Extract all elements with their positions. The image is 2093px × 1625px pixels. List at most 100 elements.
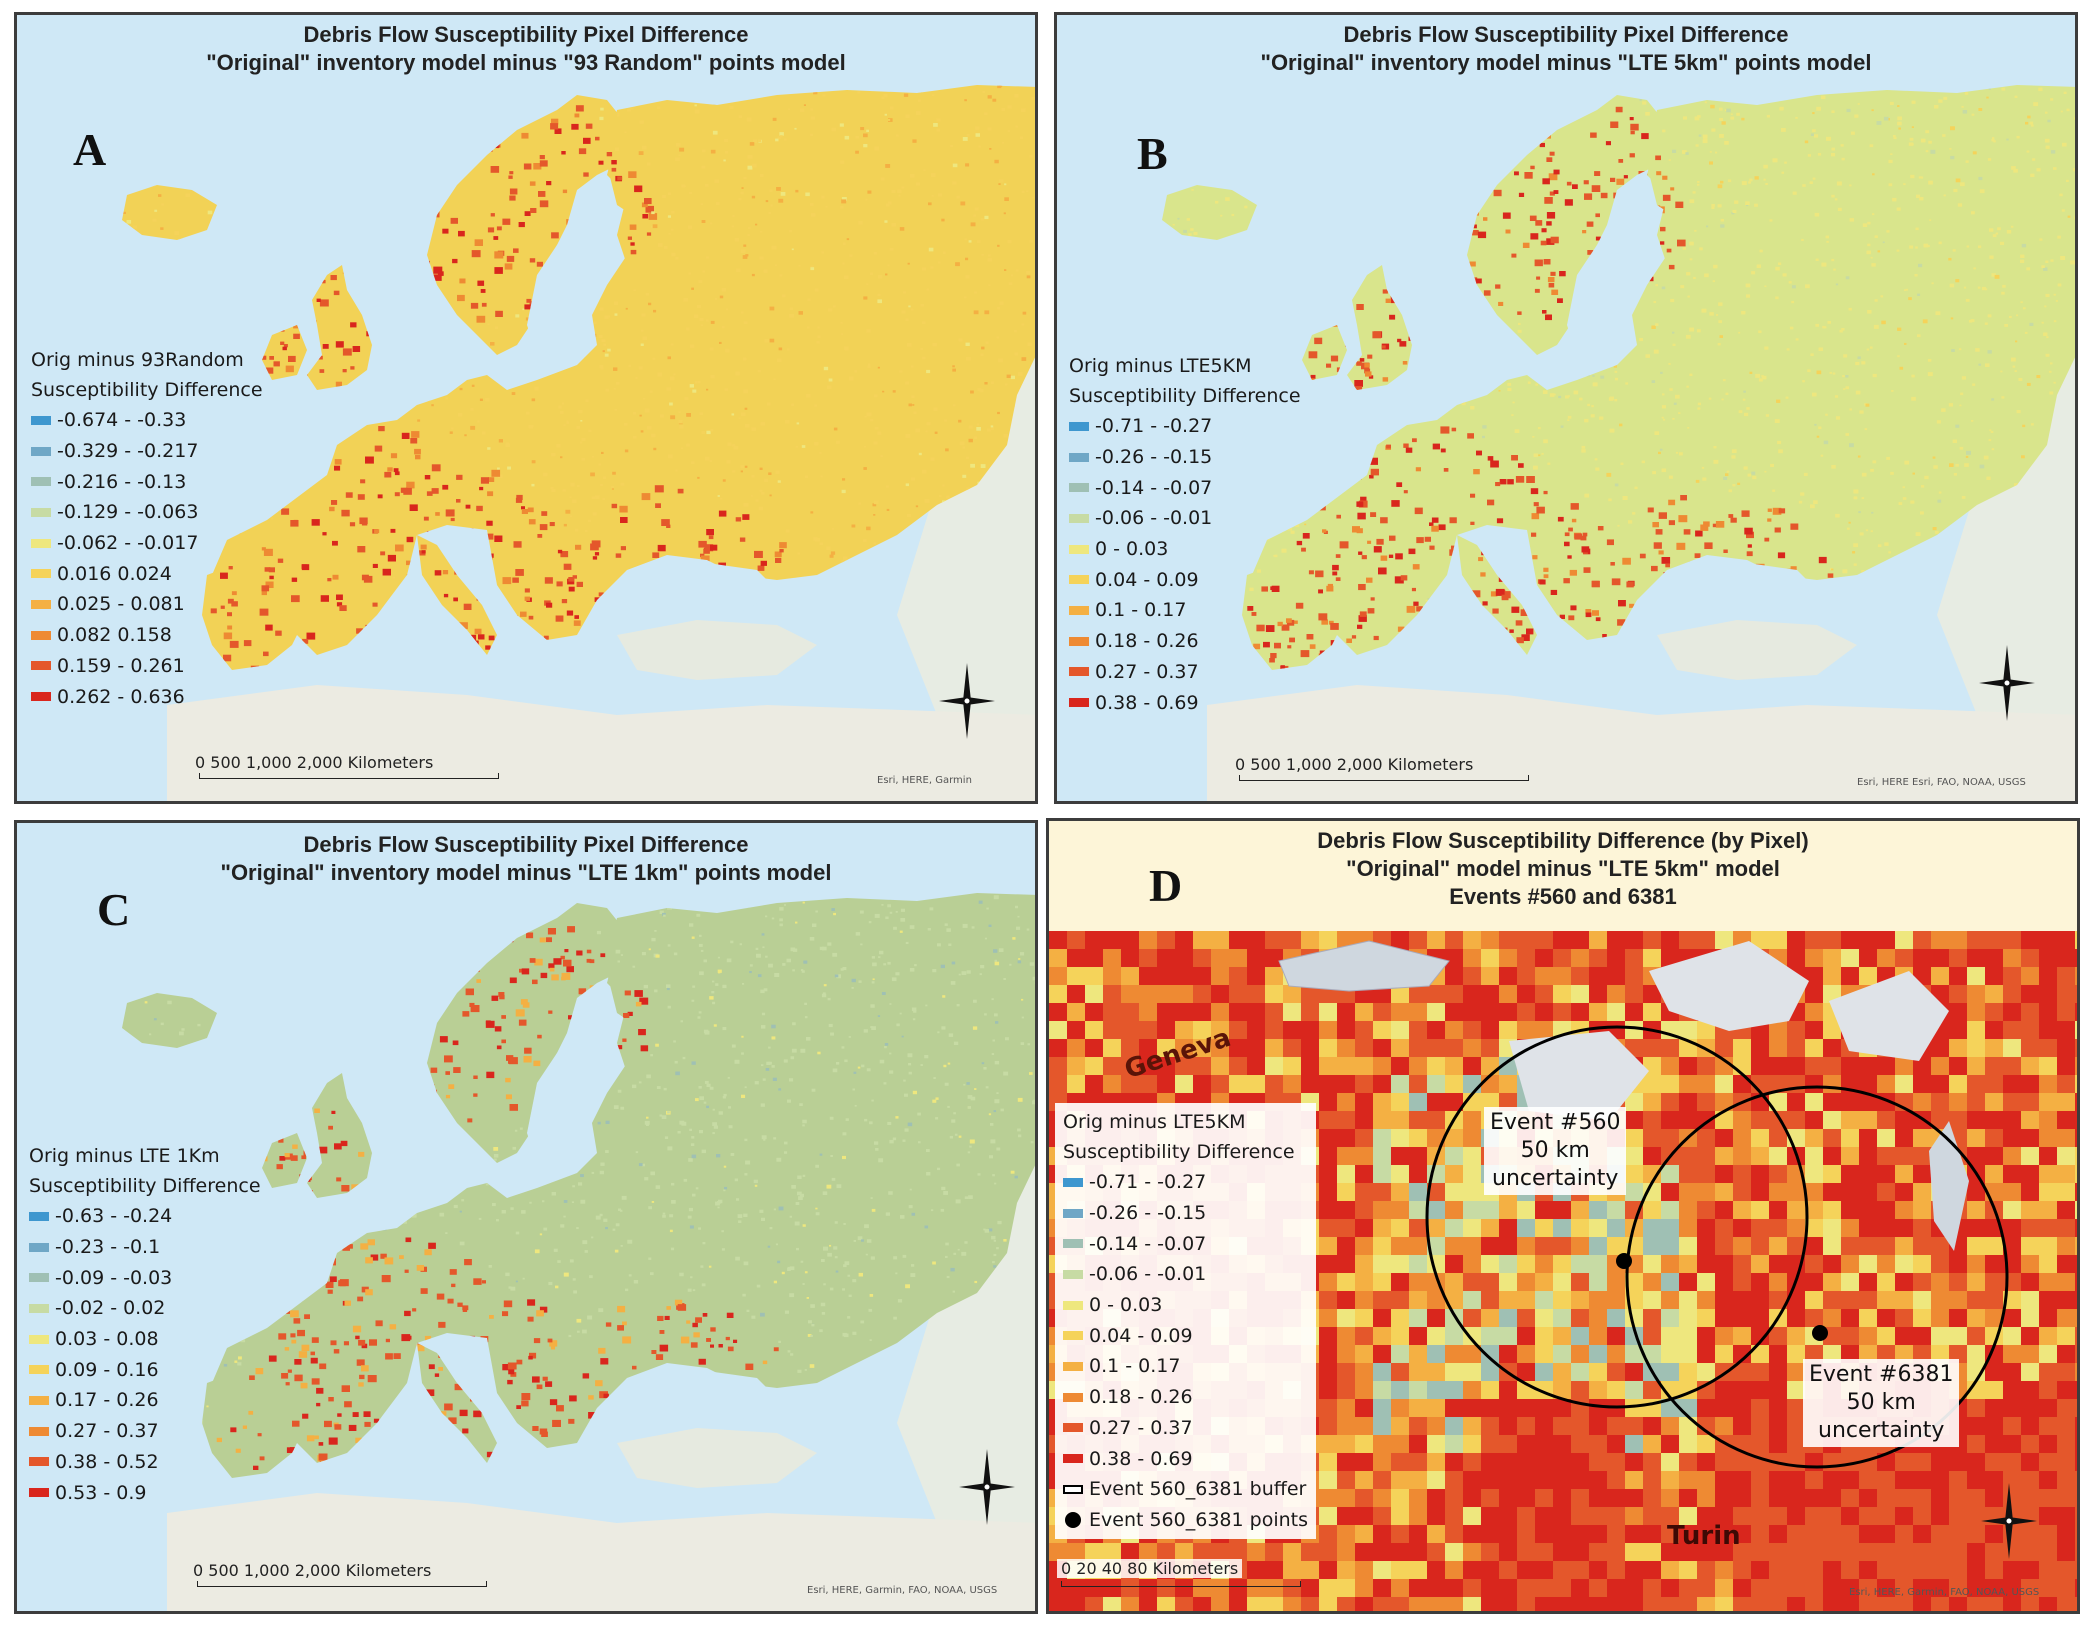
susceptibility-pixel bbox=[580, 441, 583, 444]
susceptibility-pixel bbox=[1659, 448, 1663, 451]
susceptibility-pixel bbox=[335, 381, 342, 387]
susceptibility-pixel bbox=[443, 593, 449, 598]
susceptibility-pixel bbox=[1606, 472, 1612, 477]
susceptibility-pixel bbox=[604, 353, 609, 357]
susceptibility-pixel bbox=[1492, 608, 1499, 614]
susceptibility-pixel bbox=[1582, 230, 1587, 234]
susceptibility-pixel bbox=[1911, 100, 1916, 104]
susceptibility-pixel bbox=[1487, 456, 1494, 461]
susceptibility-pixel bbox=[1949, 463, 1954, 467]
susceptibility-pixel bbox=[2048, 370, 2052, 373]
susceptibility-pixel bbox=[1685, 334, 1691, 339]
susceptibility-pixel bbox=[786, 348, 790, 351]
susceptibility-pixel bbox=[863, 144, 868, 148]
susceptibility-pixel bbox=[420, 544, 427, 550]
susceptibility-pixel bbox=[721, 326, 725, 329]
susceptibility-pixel bbox=[1518, 322, 1521, 325]
susceptibility-pixel bbox=[1871, 109, 1874, 112]
susceptibility-pixel bbox=[920, 303, 924, 307]
susceptibility-pixel bbox=[1364, 363, 1370, 368]
susceptibility-pixel bbox=[280, 341, 285, 345]
susceptibility-pixel bbox=[574, 113, 580, 118]
susceptibility-pixel bbox=[814, 288, 819, 292]
susceptibility-pixel bbox=[611, 503, 618, 509]
susceptibility-pixel bbox=[1815, 323, 1819, 327]
susceptibility-pixel bbox=[855, 150, 859, 154]
susceptibility-pixel bbox=[281, 508, 290, 515]
susceptibility-pixel bbox=[1501, 591, 1511, 599]
susceptibility-pixel bbox=[1602, 634, 1607, 638]
susceptibility-pixel bbox=[474, 239, 483, 246]
susceptibility-pixel bbox=[1673, 402, 1677, 405]
susceptibility-pixel bbox=[768, 472, 772, 475]
susceptibility-pixel bbox=[2020, 259, 2025, 263]
susceptibility-pixel bbox=[1778, 262, 1782, 265]
susceptibility-pixel bbox=[877, 366, 880, 369]
susceptibility-pixel bbox=[1865, 529, 1869, 532]
susceptibility-pixel bbox=[1925, 130, 1930, 134]
susceptibility-pixel bbox=[550, 123, 559, 130]
susceptibility-pixel bbox=[1018, 958, 1021, 960]
susceptibility-pixel bbox=[783, 138, 787, 141]
susceptibility-pixel bbox=[546, 181, 552, 186]
susceptibility-pixel bbox=[1889, 101, 1894, 105]
susceptibility-pixel bbox=[691, 287, 694, 290]
susceptibility-pixel bbox=[600, 107, 604, 111]
susceptibility-pixel bbox=[1027, 342, 1032, 347]
susceptibility-pixel bbox=[1518, 463, 1524, 468]
susceptibility-pixel bbox=[652, 357, 656, 360]
susceptibility-pixel bbox=[1962, 110, 1968, 114]
susceptibility-pixel bbox=[743, 503, 749, 507]
susceptibility-pixel bbox=[1918, 263, 1923, 268]
susceptibility-pixel bbox=[329, 506, 335, 512]
susceptibility-pixel bbox=[1698, 134, 1702, 137]
susceptibility-pixel bbox=[659, 1114, 663, 1117]
susceptibility-pixel bbox=[1015, 905, 1018, 909]
susceptibility-pixel bbox=[1015, 269, 1019, 272]
susceptibility-pixel bbox=[882, 390, 885, 393]
susceptibility-pixel bbox=[924, 498, 930, 503]
susceptibility-pixel bbox=[1534, 259, 1543, 267]
susceptibility-pixel bbox=[570, 482, 575, 487]
susceptibility-pixel bbox=[1539, 142, 1545, 148]
susceptibility-pixel bbox=[1772, 489, 1776, 492]
susceptibility-pixel bbox=[563, 563, 572, 570]
susceptibility-pixel bbox=[863, 445, 867, 448]
susceptibility-pixel bbox=[512, 577, 519, 583]
susceptibility-pixel bbox=[841, 199, 847, 204]
legend-swatch bbox=[31, 477, 51, 487]
susceptibility-pixel bbox=[833, 1246, 838, 1250]
susceptibility-pixel bbox=[265, 581, 274, 588]
susceptibility-pixel bbox=[424, 475, 431, 480]
susceptibility-pixel bbox=[1287, 645, 1292, 649]
susceptibility-pixel bbox=[522, 308, 525, 311]
susceptibility-pixel bbox=[795, 189, 799, 193]
susceptibility-pixel bbox=[997, 306, 1001, 310]
susceptibility-pixel bbox=[1867, 221, 1871, 225]
susceptibility-pixel bbox=[269, 356, 274, 360]
susceptibility-pixel bbox=[2060, 110, 2063, 113]
susceptibility-pixel bbox=[831, 127, 836, 132]
susceptibility-pixel bbox=[509, 188, 518, 195]
susceptibility-pixel bbox=[668, 454, 673, 459]
susceptibility-pixel bbox=[700, 553, 705, 558]
susceptibility-pixel bbox=[877, 299, 882, 304]
susceptibility-pixel bbox=[1670, 298, 1675, 303]
susceptibility-pixel bbox=[283, 344, 288, 348]
susceptibility-pixel bbox=[2006, 138, 2009, 141]
susceptibility-pixel bbox=[1821, 262, 1827, 267]
susceptibility-pixel bbox=[1925, 150, 1929, 153]
susceptibility-pixel bbox=[277, 558, 284, 563]
susceptibility-pixel bbox=[2073, 168, 2075, 172]
susceptibility-pixel bbox=[485, 1020, 495, 1028]
susceptibility-pixel bbox=[1689, 327, 1694, 332]
susceptibility-pixel bbox=[1351, 635, 1357, 639]
susceptibility-pixel bbox=[433, 274, 442, 281]
susceptibility-pixel bbox=[1994, 274, 2000, 279]
susceptibility-pixel bbox=[611, 488, 614, 490]
susceptibility-pixel bbox=[1615, 106, 1623, 113]
susceptibility-pixel bbox=[1546, 157, 1553, 162]
susceptibility-pixel bbox=[671, 210, 675, 214]
susceptibility-pixel bbox=[1870, 530, 1873, 533]
susceptibility-pixel bbox=[1923, 243, 1929, 248]
